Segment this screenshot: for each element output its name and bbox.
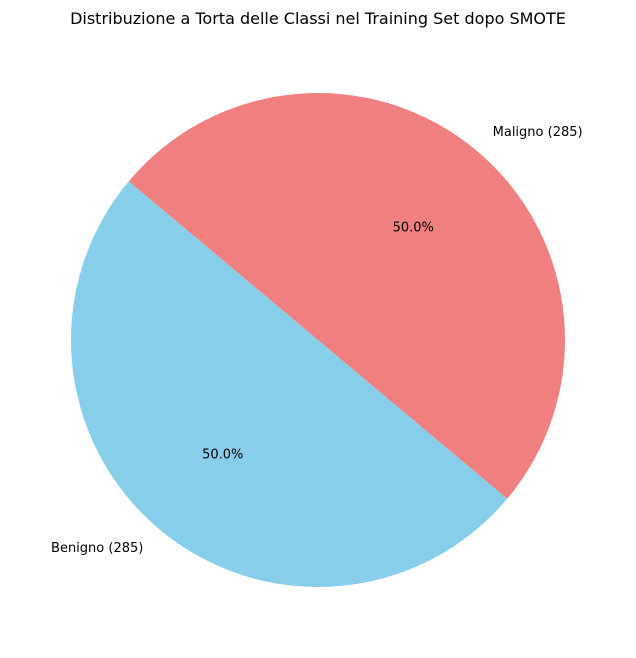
slice-label-0: Benigno (285) bbox=[51, 541, 143, 556]
slice-percent-0: 50.0% bbox=[202, 448, 243, 463]
pie-slice-1 bbox=[128, 93, 565, 499]
chart-title: Distribuzione a Torta delle Classi nel T… bbox=[70, 9, 566, 28]
slice-label-1: Maligno (285) bbox=[493, 125, 583, 140]
pie-labels: Benigno (285) 50.0% Maligno (285) 50.0% bbox=[51, 125, 583, 556]
slice-percent-1: 50.0% bbox=[393, 220, 434, 235]
pie-slices bbox=[71, 93, 565, 588]
pie-slice-0 bbox=[71, 181, 508, 588]
